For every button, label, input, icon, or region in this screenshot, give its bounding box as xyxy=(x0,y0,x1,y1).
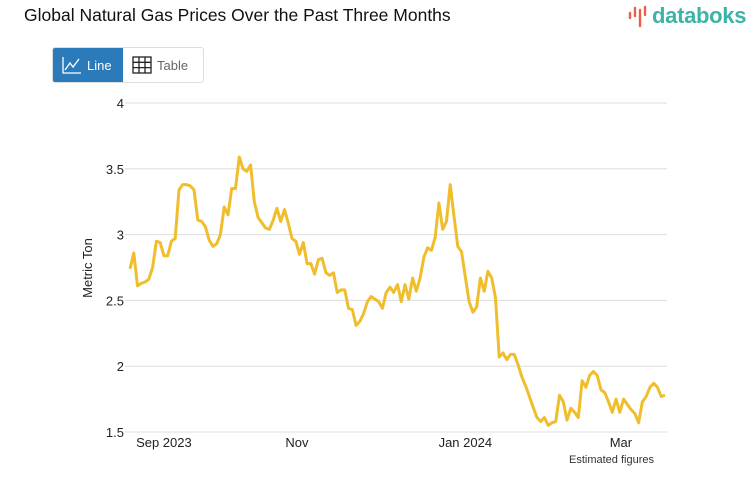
y-tick-label: 1.5 xyxy=(106,425,124,440)
price-series-line xyxy=(128,155,666,427)
y-axis-label: Metric Ton xyxy=(80,238,95,298)
table-grid-icon xyxy=(132,56,152,74)
line-chart-icon xyxy=(62,57,81,74)
table-view-button[interactable]: Table xyxy=(123,48,197,82)
line-view-label: Line xyxy=(87,57,112,73)
x-tick-label: Mar xyxy=(610,435,633,450)
logo-mark-icon xyxy=(628,5,647,28)
view-toggle: Line Table xyxy=(52,47,204,83)
y-tick-label: 2 xyxy=(117,359,124,374)
x-tick-label: Jan 2024 xyxy=(439,435,493,450)
y-tick-label: 3 xyxy=(117,228,124,243)
x-tick-label: Nov xyxy=(285,435,309,450)
chart-title: Global Natural Gas Prices Over the Past … xyxy=(24,5,451,25)
y-tick-label: 3.5 xyxy=(106,162,124,177)
estimated-figures-note: Estimated figures xyxy=(569,454,654,466)
logo-text: databoks xyxy=(652,3,747,28)
databoks-logo[interactable]: databoks xyxy=(627,3,746,29)
y-tick-label: 4 xyxy=(117,96,124,111)
x-tick-label: Sep 2023 xyxy=(136,435,192,450)
table-view-label: Table xyxy=(157,57,189,73)
line-view-button[interactable]: Line xyxy=(53,48,123,82)
y-tick-label: 2.5 xyxy=(106,293,124,308)
